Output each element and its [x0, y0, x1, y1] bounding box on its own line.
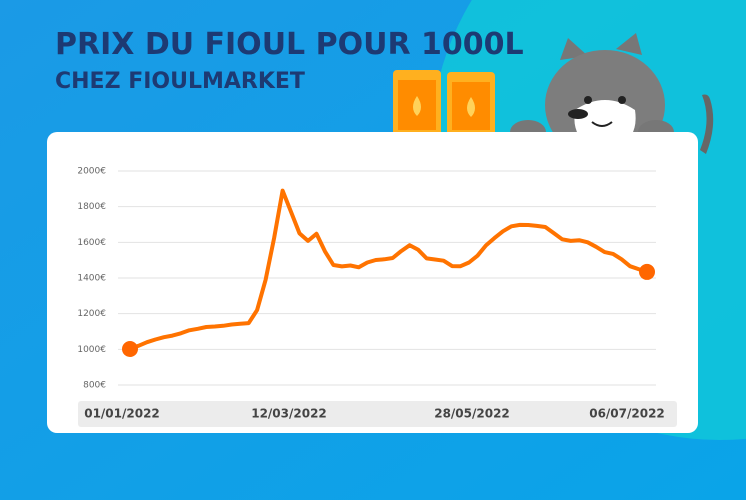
- y-tick-label: 1000€: [77, 345, 106, 355]
- y-tick-label: 1600€: [77, 238, 106, 248]
- y-tick-label: 800€: [83, 381, 106, 391]
- chart-subtitle: CHEZ FIOULMARKET: [55, 69, 305, 94]
- chart-title: PRIX DU FIOUL POUR 1000L: [55, 27, 524, 62]
- y-tick-label: 1800€: [77, 202, 106, 212]
- card: [47, 132, 698, 433]
- y-tick-label: 2000€: [77, 167, 106, 177]
- y-tick-label: 1200€: [77, 309, 106, 319]
- oil-cans: [393, 70, 495, 138]
- price-line: [128, 188, 649, 351]
- x-axis-bar: [78, 401, 677, 427]
- y-tick-label: 1400€: [77, 274, 106, 284]
- x-tick-label: 01/01/2022: [84, 407, 160, 421]
- x-tick-label: 06/07/2022: [589, 407, 665, 421]
- x-tick-label: 12/03/2022: [251, 407, 327, 421]
- x-tick-label: 28/05/2022: [434, 407, 510, 421]
- endpoint-dot: [639, 263, 655, 280]
- endpoint-dot: [122, 340, 138, 357]
